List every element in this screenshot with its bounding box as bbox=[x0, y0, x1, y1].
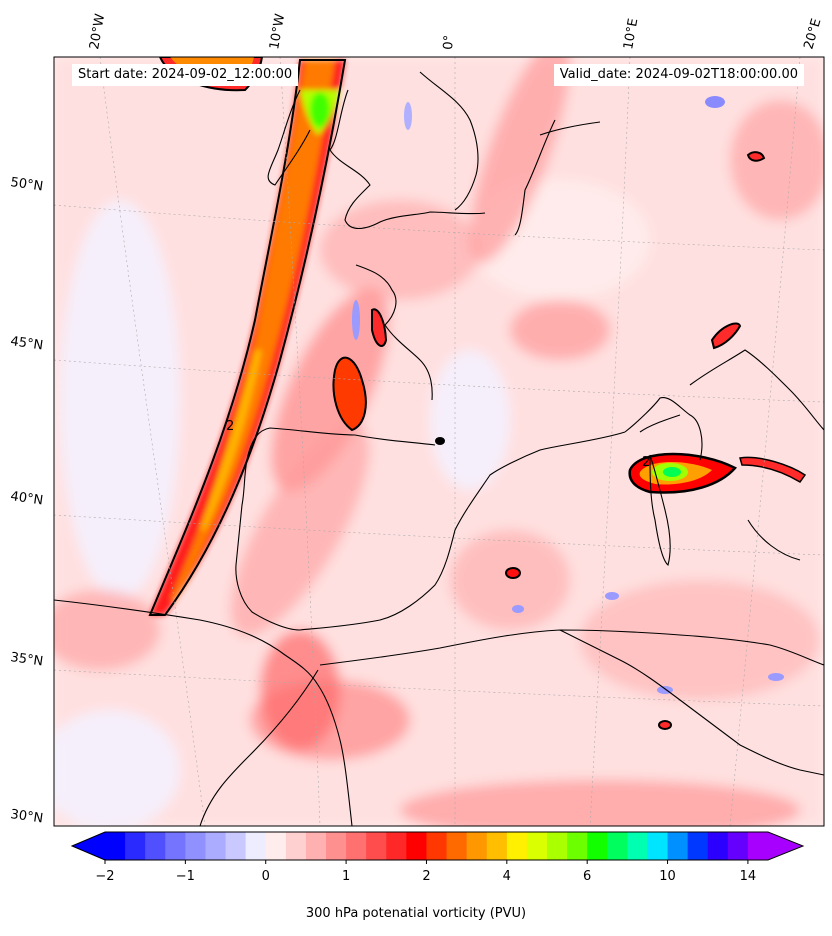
lat-label-35n: 35°N bbox=[9, 650, 44, 669]
lat-label-40n: 40°N bbox=[9, 489, 44, 508]
colorbar-segment bbox=[747, 832, 769, 860]
colorbar bbox=[70, 831, 805, 861]
colorbar-segment bbox=[346, 832, 367, 860]
lon-label-10w: 10°W bbox=[267, 13, 288, 51]
colorbar-extend-low bbox=[72, 832, 105, 860]
colorbar-segment bbox=[406, 832, 427, 860]
pv-shading bbox=[54, 57, 824, 826]
lon-tick-labels: 20°W 10°W 0° 10°E 20°E bbox=[87, 13, 824, 52]
contour-label: 2 bbox=[642, 455, 650, 470]
map-frame bbox=[53, 56, 825, 827]
colorbar-segment bbox=[667, 832, 689, 860]
lat-tick-labels: 50°N 45°N 40°N 35°N 30°N bbox=[9, 175, 44, 826]
colorbar-segment bbox=[265, 832, 287, 860]
colorbar-segment bbox=[506, 832, 528, 860]
colorbar-segment bbox=[587, 832, 608, 860]
pv-cutoff bbox=[628, 452, 738, 494]
colorbar-segment bbox=[526, 832, 548, 860]
colorbar-tick-label: −2 bbox=[95, 869, 114, 884]
colorbar-ticks: −2 −1 0 1 2 4 6 10 14 bbox=[95, 860, 756, 884]
colorbar-tick-label: 14 bbox=[740, 869, 757, 884]
lat-label-30n: 30°N bbox=[9, 807, 44, 826]
coastlines bbox=[54, 71, 824, 826]
colorbar-segment bbox=[225, 832, 247, 860]
colorbar-segment bbox=[125, 832, 146, 860]
colorbar-segment bbox=[426, 832, 448, 860]
colorbar-segment bbox=[627, 832, 648, 860]
colorbar-segment bbox=[165, 832, 186, 860]
colorbar-tick-label: 6 bbox=[583, 869, 591, 884]
lat-label-50n: 50°N bbox=[9, 175, 44, 194]
colorbar-segment bbox=[305, 832, 327, 860]
colorbar-label: 300 hPa potenatial vorticity (PVU) bbox=[305, 906, 527, 921]
colorbar-extend-high bbox=[768, 832, 803, 860]
colorbar-tick-label: 0 bbox=[262, 869, 270, 884]
pv-2-contour-streamer bbox=[148, 59, 347, 616]
colorbar-segment bbox=[547, 832, 568, 860]
colorbar-segment bbox=[446, 832, 468, 860]
colorbar-segment bbox=[647, 832, 669, 860]
lon-label-10e: 10°E bbox=[621, 17, 641, 50]
map-panel bbox=[54, 57, 824, 826]
pv-2-contour-biscay bbox=[332, 356, 367, 432]
colorbar-tick-label: 4 bbox=[503, 869, 511, 884]
colorbar-tick-label: 10 bbox=[659, 869, 676, 884]
colorbar-segment bbox=[687, 832, 709, 860]
lon-label-0: 0° bbox=[441, 34, 457, 50]
start-date-label: Start date: 2024-09-02_12:00:00 bbox=[72, 64, 299, 86]
colorbar-segment bbox=[386, 832, 407, 860]
colorbar-segment bbox=[486, 832, 508, 860]
colorbar-segment bbox=[707, 832, 729, 860]
pv-streamer bbox=[150, 60, 345, 615]
colorbar-segment bbox=[607, 832, 628, 860]
lat-label-45n: 45°N bbox=[9, 334, 44, 353]
colorbar-segment bbox=[285, 832, 307, 860]
colorbar-segment bbox=[727, 832, 749, 860]
contour-label: 2 bbox=[226, 419, 234, 434]
colorbar-segment bbox=[326, 832, 347, 860]
colorbar-segment bbox=[245, 832, 267, 860]
lon-label-20w: 20°W bbox=[87, 13, 108, 51]
colorbar-tick-label: 2 bbox=[422, 869, 430, 884]
colorbar-segment bbox=[205, 832, 227, 860]
colorbar-segment bbox=[105, 832, 126, 860]
colorbar-segment bbox=[185, 832, 206, 860]
colorbar-segment bbox=[366, 832, 387, 860]
colorbar-segment bbox=[145, 832, 166, 860]
colorbar-tick-label: −1 bbox=[176, 869, 195, 884]
graticule bbox=[54, 57, 824, 826]
lon-label-20e: 20°E bbox=[801, 17, 824, 51]
colorbar-segment bbox=[567, 832, 588, 860]
colorbar-segment bbox=[466, 832, 488, 860]
valid-date-label: Valid_date: 2024-09-02T18:00:00.00 bbox=[553, 64, 804, 86]
colorbar-tick-label: 1 bbox=[342, 869, 350, 884]
